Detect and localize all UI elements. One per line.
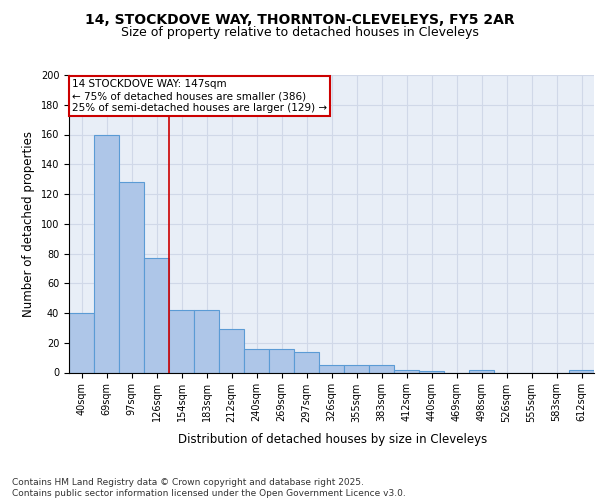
Bar — [269, 348, 294, 372]
Bar — [369, 365, 394, 372]
Bar — [119, 182, 144, 372]
Text: 14 STOCKDOVE WAY: 147sqm
← 75% of detached houses are smaller (386)
25% of semi-: 14 STOCKDOVE WAY: 147sqm ← 75% of detach… — [71, 80, 327, 112]
Bar — [144, 258, 169, 372]
Bar — [469, 370, 494, 372]
Bar — [69, 313, 94, 372]
Bar — [194, 310, 219, 372]
Text: 14, STOCKDOVE WAY, THORNTON-CLEVELEYS, FY5 2AR: 14, STOCKDOVE WAY, THORNTON-CLEVELEYS, F… — [85, 12, 515, 26]
Bar — [219, 330, 244, 372]
Bar — [394, 370, 419, 372]
Bar — [344, 365, 369, 372]
Bar — [294, 352, 319, 372]
Text: Distribution of detached houses by size in Cleveleys: Distribution of detached houses by size … — [178, 432, 488, 446]
Bar — [419, 371, 444, 372]
Bar — [169, 310, 194, 372]
Bar — [244, 348, 269, 372]
Text: Contains HM Land Registry data © Crown copyright and database right 2025.
Contai: Contains HM Land Registry data © Crown c… — [12, 478, 406, 498]
Bar — [569, 370, 594, 372]
Bar — [94, 134, 119, 372]
Text: Size of property relative to detached houses in Cleveleys: Size of property relative to detached ho… — [121, 26, 479, 39]
Y-axis label: Number of detached properties: Number of detached properties — [22, 130, 35, 317]
Bar — [319, 365, 344, 372]
